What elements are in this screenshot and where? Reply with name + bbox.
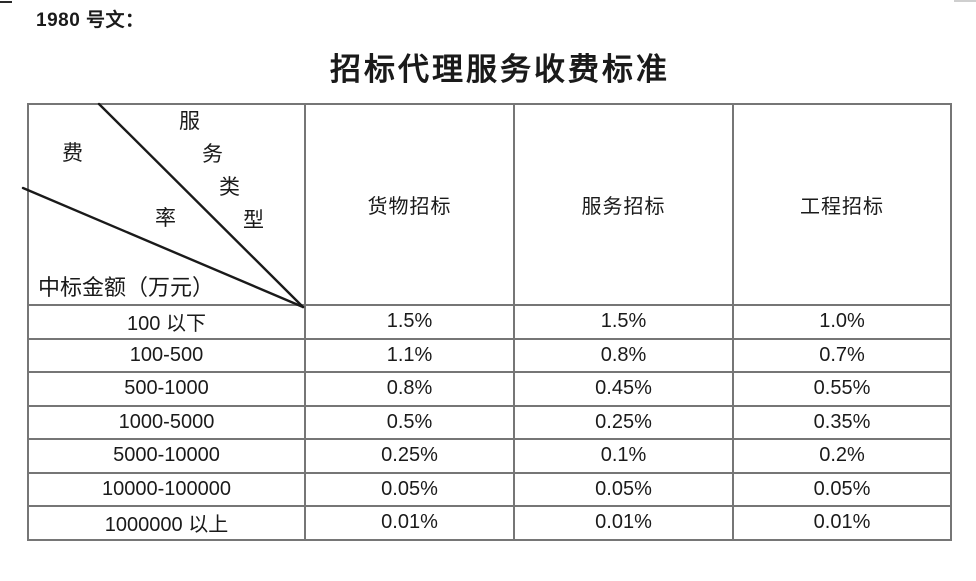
- fee-value: 0.45%: [513, 371, 734, 407]
- fee-value: 0.7%: [732, 337, 952, 373]
- row-range-label: 100 以下: [27, 304, 306, 340]
- doc-number-label: 1980 号文：: [36, 10, 145, 31]
- fee-value: 0.55%: [732, 371, 952, 407]
- fee-value: 1.1%: [304, 337, 515, 373]
- screen-edge-artifact-right: [954, 0, 976, 2]
- corner-service-char-4: 型: [243, 208, 264, 232]
- row-range-label: 500-1000: [27, 371, 306, 407]
- fee-value: 1.5%: [304, 304, 515, 340]
- row-range-label: 100-500: [27, 337, 306, 373]
- fee-value: 0.25%: [304, 438, 515, 474]
- fee-table: 服 务 类 型 费 率 中标金额（万元） 货物招标 服务招标 工程招标 100 …: [27, 103, 952, 541]
- fee-value: 0.8%: [304, 371, 515, 407]
- corner-service-char-2: 务: [202, 142, 223, 166]
- row-range-label: 1000-5000: [27, 404, 306, 440]
- fee-value: 0.05%: [304, 471, 515, 507]
- fee-value: 0.05%: [732, 471, 952, 507]
- screen-edge-artifact-left: [0, 1, 12, 3]
- column-header-goods: 货物招标: [304, 103, 515, 306]
- column-header-services: 服务招标: [513, 103, 734, 306]
- corner-rate-char-1: 费: [62, 141, 83, 165]
- page-title: 招标代理服务收费标准: [330, 52, 670, 87]
- row-range-label: 5000-10000: [27, 438, 306, 474]
- table-row: 100 以下 1.5% 1.5% 1.0%: [27, 304, 952, 340]
- column-header-engineering: 工程招标: [732, 103, 952, 306]
- fee-value: 0.01%: [513, 505, 734, 541]
- corner-rate-char-2: 率: [155, 206, 176, 230]
- title-container: 招标代理服务收费标准: [24, 44, 976, 89]
- corner-service-char-3: 类: [219, 175, 240, 199]
- fee-value: 0.2%: [732, 438, 952, 474]
- fee-value: 0.35%: [732, 404, 952, 440]
- table-row: 1000-5000 0.5% 0.25% 0.35%: [27, 404, 952, 440]
- table-row: 10000-100000 0.05% 0.05% 0.05%: [27, 471, 952, 507]
- table-row: 100-500 1.1% 0.8% 0.7%: [27, 337, 952, 373]
- fee-value: 0.25%: [513, 404, 734, 440]
- fee-value: 0.01%: [304, 505, 515, 541]
- corner-service-char-1: 服: [179, 109, 200, 133]
- corner-header-cell: 服 务 类 型 费 率 中标金额（万元）: [27, 103, 306, 306]
- corner-amount-label: 中标金额（万元）: [38, 275, 215, 300]
- table-row: 500-1000 0.8% 0.45% 0.55%: [27, 371, 952, 407]
- fee-value: 0.1%: [513, 438, 734, 474]
- table-row: 5000-10000 0.25% 0.1% 0.2%: [27, 438, 952, 474]
- table-row: 1000000 以上 0.01% 0.01% 0.01%: [27, 505, 952, 541]
- fee-value: 0.01%: [732, 505, 952, 541]
- table-header-row: 服 务 类 型 费 率 中标金额（万元） 货物招标 服务招标 工程招标: [27, 103, 952, 306]
- fee-value: 0.8%: [513, 337, 734, 373]
- fee-value: 1.5%: [513, 304, 734, 340]
- row-range-label: 10000-100000: [27, 471, 306, 507]
- fee-value: 0.05%: [513, 471, 734, 507]
- fee-value: 0.5%: [304, 404, 515, 440]
- row-range-label: 1000000 以上: [27, 505, 306, 541]
- fee-value: 1.0%: [732, 304, 952, 340]
